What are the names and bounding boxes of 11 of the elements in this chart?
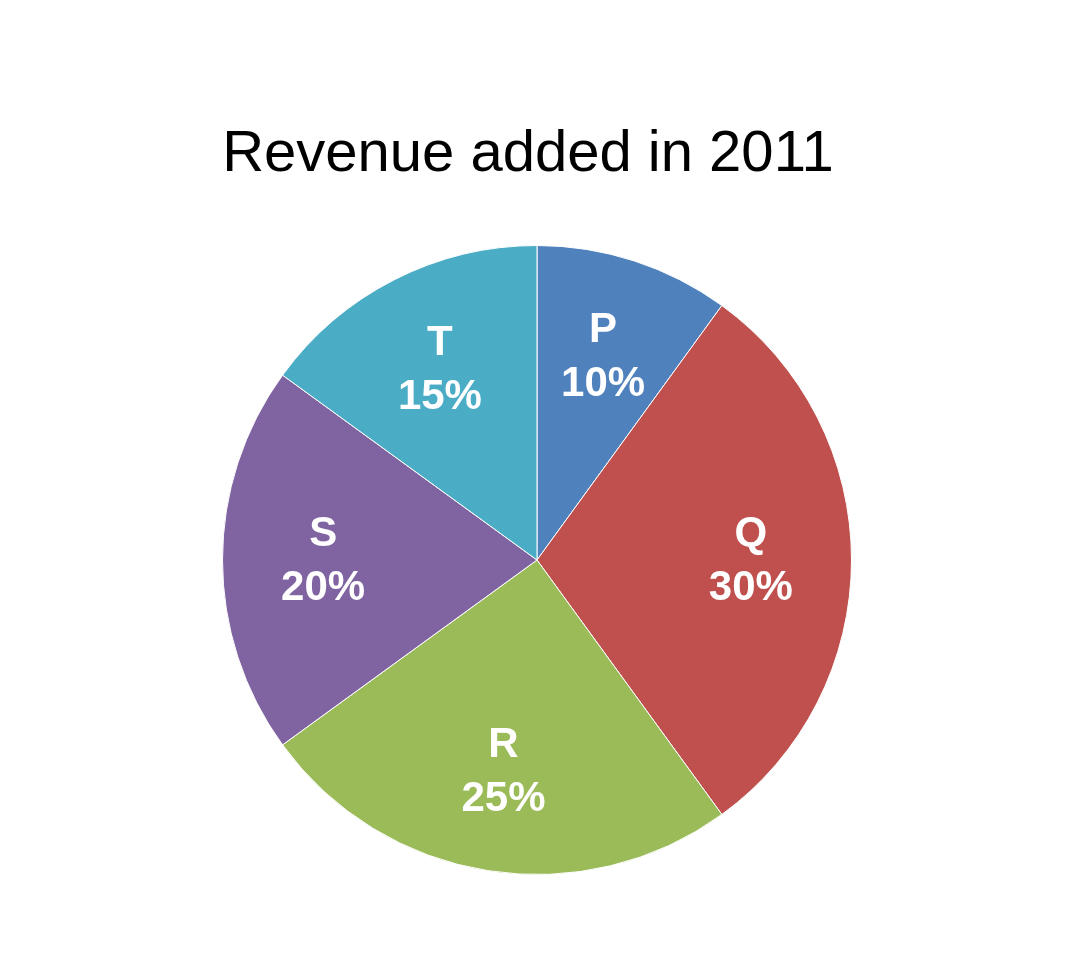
data-label: 10% — [561, 358, 646, 406]
data-label: 20% — [281, 561, 366, 609]
chart-title: Revenue added in 2011 — [222, 118, 834, 183]
slice-label: R — [488, 718, 519, 766]
slice-label: T — [427, 317, 454, 365]
data-label: 30% — [708, 561, 793, 609]
slice-label: S — [309, 507, 338, 555]
data-label: 15% — [397, 371, 482, 419]
data-label: 25% — [461, 772, 546, 820]
slice-label: P — [589, 304, 618, 352]
slice-label: Q — [734, 507, 768, 555]
